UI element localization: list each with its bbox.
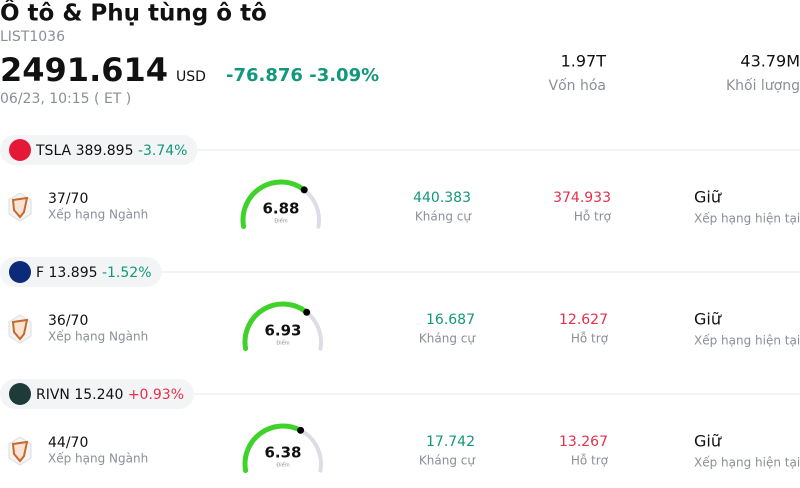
ticker: RIVN <box>36 387 70 403</box>
logo <box>9 261 31 283</box>
rating-label: Xếp hạng hiện tại <box>694 212 800 226</box>
support: 13.267 <box>559 434 608 450</box>
gauge-dot <box>303 308 311 316</box>
stock-info: RIVN 15.240 +0.93% <box>36 387 184 403</box>
rating: Giữ <box>694 310 722 329</box>
rank: 37/70 <box>48 191 88 207</box>
resistance: 17.742 <box>426 434 475 450</box>
price: 2491.614 <box>0 51 168 89</box>
change-pct: -3.09% <box>309 65 379 86</box>
stock-info: F 13.895 -1.52% <box>36 265 152 281</box>
score-label: Điểm <box>276 340 289 347</box>
resistance-label: Kháng cự <box>415 210 472 224</box>
gauge-dot <box>300 186 308 194</box>
resistance-label: Kháng cự <box>419 332 476 346</box>
rank-icon-shape <box>11 196 29 219</box>
support-label: Hỗ trợ <box>571 332 609 346</box>
rating-label: Xếp hạng hiện tại <box>694 334 800 348</box>
change-value: -76.876 <box>226 65 303 86</box>
score: 6.38 <box>264 444 301 462</box>
support: 374.933 <box>553 190 611 206</box>
logo <box>9 139 31 161</box>
score: 6.93 <box>264 322 301 340</box>
rating: Giữ <box>694 188 722 207</box>
title: Ô tô & Phụ tùng ô tô <box>0 0 267 27</box>
rating-label: Xếp hạng hiện tại <box>694 456 800 470</box>
gauge-value <box>242 423 304 474</box>
rank-label: Xếp hạng Ngành <box>48 452 148 466</box>
stock-price: 389.895 <box>76 143 134 159</box>
score: 6.88 <box>262 200 299 218</box>
rank-icon-shape <box>11 318 29 341</box>
ticker: F <box>36 265 44 281</box>
stock-change: -3.74% <box>138 143 188 159</box>
support-label: Hỗ trợ <box>574 210 612 224</box>
time: 06/23, 10:15 ( ET ) <box>0 91 131 107</box>
rating: Giữ <box>694 432 722 451</box>
rank-label: Xếp hạng Ngành <box>48 208 148 222</box>
stock-pill[interactable] <box>0 135 198 165</box>
rank: 44/70 <box>48 435 88 451</box>
gauge-value <box>242 301 310 352</box>
score-label: Điểm <box>274 218 287 225</box>
support: 12.627 <box>559 312 608 328</box>
stock-change: +0.93% <box>128 387 184 403</box>
resistance-label: Kháng cự <box>419 454 476 468</box>
code: LIST1036 <box>0 29 65 45</box>
stock-pill[interactable] <box>0 379 195 409</box>
logo <box>9 383 31 405</box>
rank-label: Xếp hạng Ngành <box>48 330 148 344</box>
gauge-value <box>240 179 307 230</box>
resistance: 440.383 <box>413 190 471 206</box>
volume: 43.79M <box>740 52 800 71</box>
rank-icon-shape <box>11 440 29 463</box>
stock-price: 15.240 <box>74 387 123 403</box>
stock-pill[interactable] <box>0 257 162 287</box>
stock-info: TSLA 389.895 -3.74% <box>35 143 187 159</box>
stock-price: 13.895 <box>49 265 98 281</box>
market-cap-label: Vốn hóa <box>549 77 606 94</box>
currency: USD <box>176 69 206 85</box>
stock-change: -1.52% <box>102 265 152 281</box>
rank: 36/70 <box>48 313 88 329</box>
support-label: Hỗ trợ <box>571 454 609 468</box>
volume-label: Khối lượng <box>726 77 800 94</box>
resistance: 16.687 <box>426 312 475 328</box>
market-cap: 1.97T <box>561 52 607 71</box>
ticker: TSLA <box>35 143 72 159</box>
score-label: Điểm <box>276 462 289 469</box>
gauge-dot <box>297 426 305 434</box>
change: -76.876 -3.09% <box>226 65 379 86</box>
